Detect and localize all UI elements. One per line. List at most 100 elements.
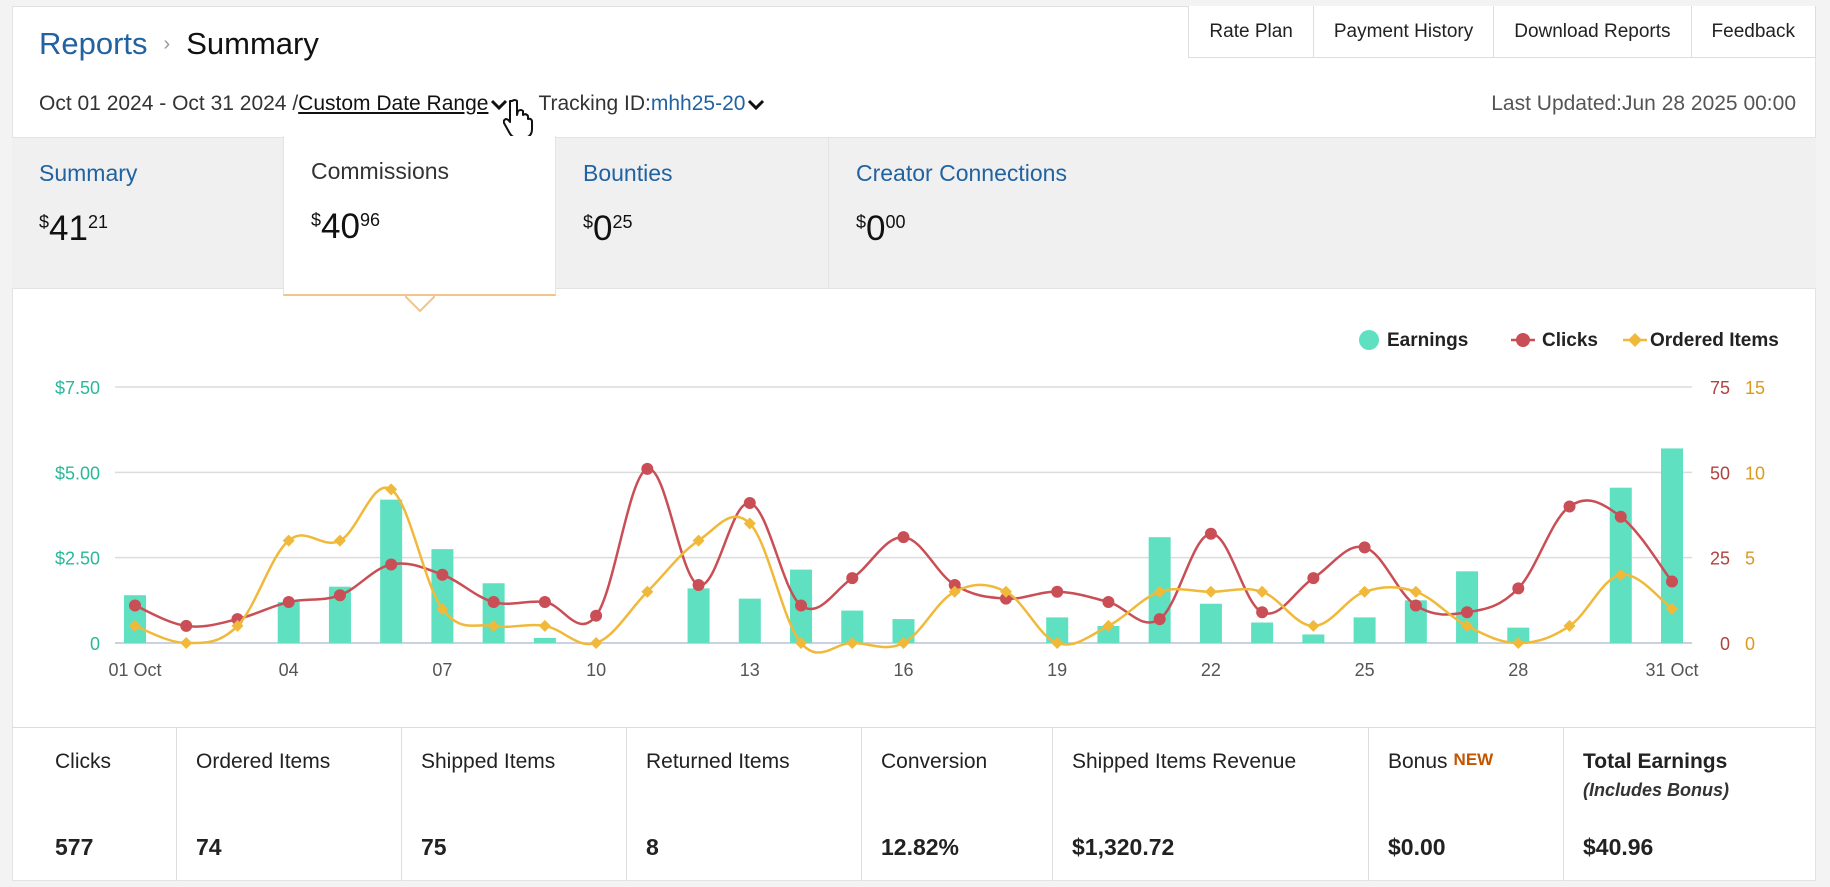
- stat-sublabel: (Includes Bonus): [1583, 780, 1730, 800]
- active-tab-caret-icon: [405, 296, 435, 313]
- earnings-bar: [1353, 617, 1376, 643]
- currency-symbol: $: [39, 212, 50, 232]
- tab-creator-connections[interactable]: Creator Connections $0 00: [828, 138, 1128, 288]
- amount-whole: 0: [866, 209, 886, 248]
- stat-label: Conversion: [881, 750, 988, 773]
- stat-returned-items: Returned Items 8: [626, 728, 861, 881]
- y-right1-tick-label: 25: [1710, 549, 1730, 569]
- clicks-point: [333, 589, 346, 602]
- earnings-bar: [482, 583, 505, 643]
- tracking-chevron-down-icon[interactable]: [745, 93, 767, 115]
- ordered-items-point: [487, 619, 500, 632]
- tab-summary[interactable]: Summary $41 21: [12, 138, 284, 288]
- tracking-id-value[interactable]: mhh25-20: [650, 92, 746, 115]
- tracking-id-label: Tracking ID:: [538, 92, 651, 115]
- ordered-items-point: [1409, 585, 1422, 598]
- ordered-items-point: [231, 619, 244, 632]
- ordered-items-point: [590, 637, 603, 649]
- earnings-bar: [1609, 487, 1632, 643]
- amount-cents: 21: [87, 212, 108, 232]
- ordered-items-point: [897, 637, 910, 649]
- clicks-point: [1666, 575, 1678, 588]
- ordered-items-point: [692, 534, 705, 547]
- date-range-text: Oct 01 2024 - Oct 31 2024 /: [39, 92, 299, 115]
- clicks-point: [1153, 613, 1166, 626]
- ordered-items-point: [129, 619, 141, 632]
- stat-label: Bonus NEW: [1388, 750, 1563, 774]
- tab-bounties[interactable]: Bounties $0 25: [556, 138, 828, 288]
- tab-commissions[interactable]: Commissions $40 96: [283, 136, 556, 296]
- y-right2-tick-label: 5: [1745, 549, 1755, 569]
- stat-total-earnings: Total Earnings (Includes Bonus) $40.96: [1563, 728, 1816, 881]
- earnings-bar: [1046, 617, 1069, 643]
- earnings-bar: [380, 499, 403, 643]
- breadcrumb-separator-icon: ›: [163, 32, 171, 55]
- clicks-point: [1307, 572, 1320, 585]
- clicks-point: [590, 609, 603, 622]
- stat-value: 12.82%: [881, 834, 960, 860]
- stat-value: $40.96: [1583, 834, 1654, 860]
- stat-label: Total Earnings: [1583, 750, 1728, 773]
- tracking-id-selector[interactable]: Tracking ID: mhh25-20: [538, 92, 767, 116]
- clicks-point: [743, 497, 756, 510]
- ordered-items-point: [282, 534, 295, 547]
- clicks-point: [1512, 582, 1525, 595]
- currency-symbol: $: [856, 212, 867, 232]
- ordered-items-point: [1204, 585, 1217, 598]
- clicks-point: [641, 462, 654, 475]
- amount-cents: 96: [359, 210, 380, 230]
- ordered-items-point: [180, 637, 193, 649]
- stats-bar: Clicks 577 Ordered Items 74 Shipped Item…: [12, 727, 1816, 881]
- ordered-items-point: [1102, 619, 1115, 632]
- download-reports-link[interactable]: Download Reports: [1493, 6, 1691, 57]
- x-tick-label: 01 Oct: [108, 660, 161, 680]
- earnings-bar: [1404, 600, 1427, 643]
- earnings-bar: [328, 586, 351, 643]
- clicks-point: [1563, 500, 1576, 513]
- report-tabs: Summary $41 21 Commissions $40 96 Bounties…: [12, 136, 1816, 296]
- ordered-items-point: [743, 517, 756, 530]
- clicks-point: [795, 599, 808, 612]
- payment-history-link[interactable]: Payment History: [1312, 6, 1494, 57]
- earnings-bar: [841, 610, 864, 643]
- ordered-items-point: [1512, 637, 1525, 649]
- ordered-items-line: [134, 486, 1673, 654]
- clicks-point: [436, 568, 449, 581]
- earnings-bar: [738, 598, 761, 643]
- x-tick-label: 07: [432, 660, 452, 680]
- date-range-chevron-down-icon[interactable]: [488, 93, 510, 115]
- stat-label: Shipped Items Revenue: [1072, 750, 1297, 773]
- clicks-point: [180, 619, 193, 632]
- y-right2-tick-label: 15: [1745, 378, 1765, 398]
- clicks-point: [282, 596, 295, 609]
- ordered-items-point: [1563, 619, 1576, 632]
- ordered-items-point: [1666, 602, 1678, 615]
- earnings-bar: [277, 602, 300, 643]
- clicks-point: [692, 578, 705, 591]
- x-tick-label: 10: [586, 660, 606, 680]
- earnings-bar: [1251, 622, 1274, 643]
- ordered-items-point: [948, 585, 961, 598]
- ordered-items-point: [1461, 619, 1474, 632]
- clicks-point: [1051, 585, 1064, 598]
- stat-label: Shipped Items: [421, 750, 556, 773]
- clicks-point: [846, 572, 859, 585]
- x-tick-label: 28: [1508, 660, 1528, 680]
- filter-row: Oct 01 2024 - Oct 31 2024 / Custom Date …: [39, 92, 767, 116]
- x-tick-label: 25: [1355, 660, 1375, 680]
- custom-date-range-link[interactable]: Custom Date Range: [298, 92, 489, 115]
- y-right1-tick-label: 0: [1720, 634, 1730, 654]
- y-left-tick-label: 0: [90, 634, 100, 654]
- tab-commissions-amount: $40 96: [311, 207, 528, 247]
- feedback-link[interactable]: Feedback: [1690, 6, 1815, 57]
- rate-plan-link[interactable]: Rate Plan: [1189, 6, 1313, 57]
- ordered-items-point: [999, 585, 1012, 598]
- breadcrumb-reports-link[interactable]: Reports: [39, 26, 148, 61]
- earnings-bar: [1199, 603, 1222, 643]
- ordered-items-point: [385, 483, 398, 496]
- amount-cents: 25: [612, 212, 633, 232]
- stat-shipped-items: Shipped Items 75: [401, 728, 626, 881]
- x-tick-label: 04: [279, 660, 299, 680]
- tab-commissions-title: Commissions: [311, 158, 450, 184]
- ordered-items-point: [795, 637, 808, 649]
